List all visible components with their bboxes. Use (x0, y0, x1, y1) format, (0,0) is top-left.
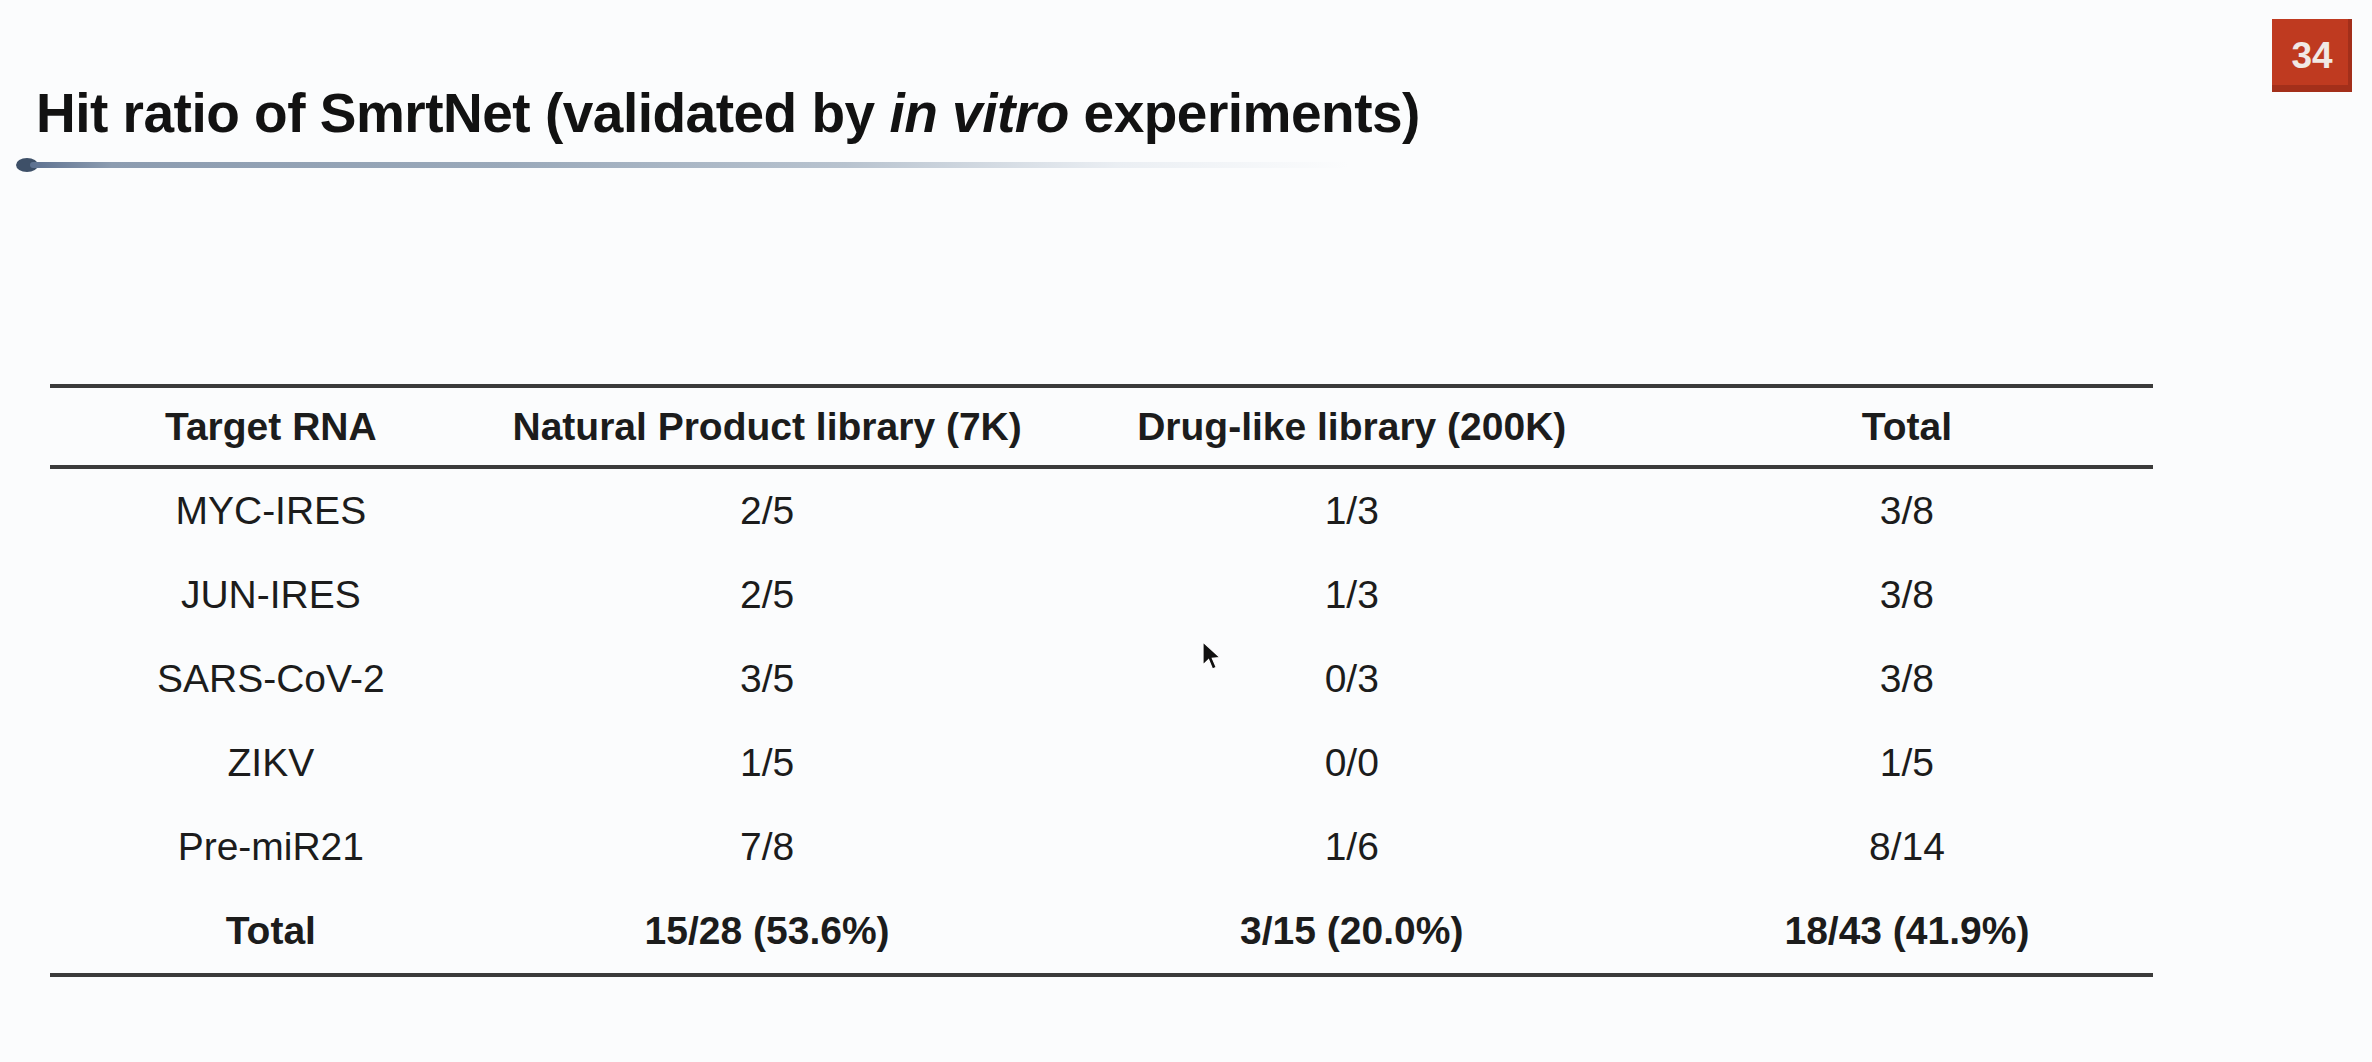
cell-target-rna: MYC-IRES (50, 489, 492, 533)
cell-target-rna: JUN-IRES (50, 573, 492, 617)
table-row: Pre-miR21 7/8 1/6 8/14 (50, 805, 2153, 889)
slide-title-suffix: experiments) (1069, 82, 1420, 144)
cell-total: 8/14 (1661, 825, 2153, 869)
cell-total: 3/8 (1661, 657, 2153, 701)
cell-natural-product: 3/5 (492, 657, 1043, 701)
table-row: ZIKV 1/5 0/0 1/5 (50, 721, 2153, 805)
cell-natural-product: 2/5 (492, 573, 1043, 617)
page-number-badge: 34 (2272, 19, 2352, 92)
cell-target-rna: ZIKV (50, 741, 492, 785)
underline-gradient-line (30, 162, 1390, 168)
column-header-natural-product-library: Natural Product library (7K) (492, 405, 1043, 449)
cell-drug-like: 3/15 (20.0%) (1043, 909, 1661, 953)
hit-ratio-table: Target RNA Natural Product library (7K) … (50, 384, 2153, 977)
title-underline-rule (16, 157, 1396, 173)
cell-target-rna: Total (50, 909, 492, 953)
slide-title-prefix: Hit ratio of SmrtNet (validated by (36, 82, 889, 144)
cell-target-rna: Pre-miR21 (50, 825, 492, 869)
cell-drug-like: 0/0 (1043, 741, 1661, 785)
table-header-row: Target RNA Natural Product library (7K) … (50, 388, 2153, 469)
cell-drug-like: 1/3 (1043, 573, 1661, 617)
column-header-drug-like-library: Drug-like library (200K) (1043, 405, 1661, 449)
cell-natural-product: 1/5 (492, 741, 1043, 785)
page-number: 34 (2291, 35, 2332, 77)
cell-natural-product: 15/28 (53.6%) (492, 909, 1043, 953)
cell-drug-like: 1/3 (1043, 489, 1661, 533)
cell-natural-product: 7/8 (492, 825, 1043, 869)
column-header-total: Total (1661, 405, 2153, 449)
table-row: SARS-CoV-2 3/5 0/3 3/8 (50, 637, 2153, 721)
column-header-target-rna: Target RNA (50, 405, 492, 449)
cell-total: 18/43 (41.9%) (1661, 909, 2153, 953)
table-row: JUN-IRES 2/5 1/3 3/8 (50, 553, 2153, 637)
cell-drug-like: 0/3 (1043, 657, 1661, 701)
cell-target-rna: SARS-CoV-2 (50, 657, 492, 701)
cell-total: 1/5 (1661, 741, 2153, 785)
table-total-row: Total 15/28 (53.6%) 3/15 (20.0%) 18/43 (… (50, 889, 2153, 973)
cell-natural-product: 2/5 (492, 489, 1043, 533)
mouse-cursor-icon (1201, 641, 1225, 673)
slide-title-italic: in vitro (889, 82, 1068, 144)
cell-total: 3/8 (1661, 573, 2153, 617)
cell-total: 3/8 (1661, 489, 2153, 533)
table-row: MYC-IRES 2/5 1/3 3/8 (50, 469, 2153, 553)
cell-drug-like: 1/6 (1043, 825, 1661, 869)
slide-title: Hit ratio of SmrtNet (validated by in vi… (36, 81, 1420, 145)
